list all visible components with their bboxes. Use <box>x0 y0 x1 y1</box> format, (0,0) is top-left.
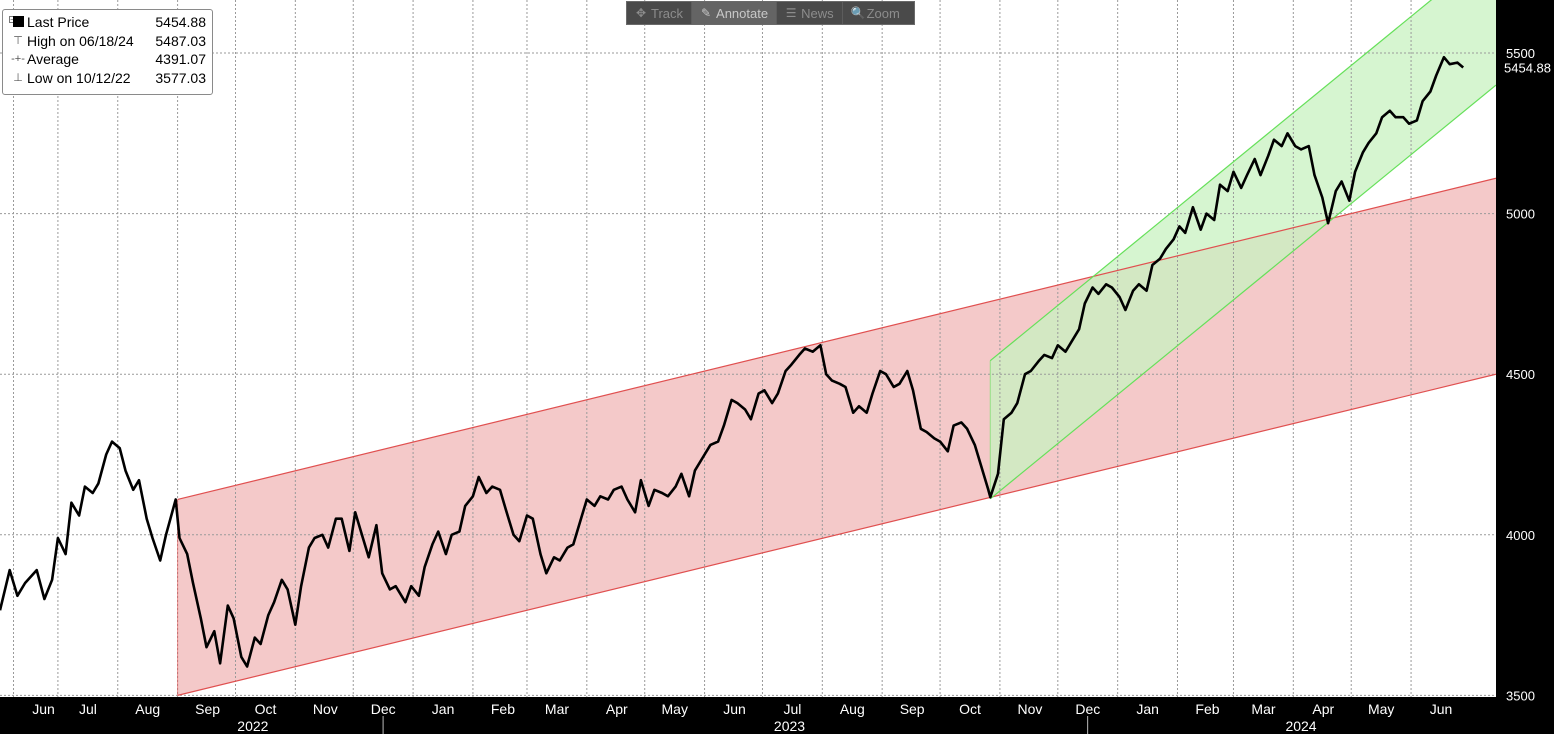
x-tick-label: Nov <box>313 701 338 717</box>
high-marker-icon: ⊤ <box>13 34 23 47</box>
x-tick-label: Aug <box>135 701 160 717</box>
legend-value: 4391.07 <box>155 51 206 68</box>
x-tick-label: Apr <box>1312 701 1334 717</box>
news-button[interactable]: ☰ News <box>777 2 843 24</box>
y-tick-label: 3500 <box>1506 688 1535 703</box>
chart-toolbar: ✥ Track ✎ Annotate ☰ News 🔍 Zoom <box>626 1 915 25</box>
y-tick-label: 5500 <box>1506 46 1535 61</box>
x-tick-label: Aug <box>840 701 865 717</box>
x-tick-label: Dec <box>1075 701 1100 717</box>
plot-layer <box>0 0 1496 697</box>
chart-legend: − Last Price 5454.88 ⊤ High on 06/18/24 … <box>2 9 213 95</box>
year-label: 2023 <box>774 718 805 734</box>
legend-label: Average <box>27 51 79 68</box>
x-tick-label: Jan <box>432 701 455 717</box>
x-tick-label: May <box>1368 701 1394 717</box>
x-tick-label: Jun <box>723 701 746 717</box>
red-channel-line <box>177 373 1496 696</box>
x-tick-label: May <box>662 701 688 717</box>
red-channel-line <box>177 177 1496 501</box>
average-marker-icon: -+- <box>11 53 25 66</box>
x-tick-label: Jan <box>1136 701 1159 717</box>
year-label: 2024 <box>1285 718 1316 734</box>
zoom-icon: 🔍 <box>850 6 866 20</box>
x-tick-label: Dec <box>371 701 396 717</box>
y-tick-label: 5000 <box>1506 207 1535 222</box>
x-tick-label: Sep <box>900 701 925 717</box>
legend-row-last-price: Last Price 5454.88 <box>9 13 206 32</box>
x-tick-label: Sep <box>195 701 220 717</box>
legend-value: 5487.03 <box>155 32 206 49</box>
x-tick-label: Mar <box>1251 701 1275 717</box>
legend-row-average: -+- Average 4391.07 <box>9 50 206 69</box>
legend-label: Low on 10/12/22 <box>27 69 131 86</box>
track-button[interactable]: ✥ Track <box>627 2 693 24</box>
news-label: News <box>801 5 834 21</box>
low-marker-icon: ⊥ <box>13 71 23 84</box>
zoom-label: Zoom <box>866 5 900 21</box>
legend-label: Last Price <box>27 14 90 31</box>
legend-row-high: ⊤ High on 06/18/24 5487.03 <box>9 32 206 51</box>
legend-value: 3577.03 <box>155 69 206 86</box>
x-tick-label: Oct <box>255 701 277 717</box>
x-tick-label: Mar <box>545 701 569 717</box>
x-tick-label: Jul <box>784 701 802 717</box>
x-tick-label: Oct <box>959 701 981 717</box>
y-tick-label: 4000 <box>1506 528 1535 543</box>
x-tick-label: Feb <box>1195 701 1219 717</box>
track-label: Track <box>651 5 684 21</box>
x-tick-label: Apr <box>606 701 628 717</box>
crosshair-icon: ✥ <box>635 6 647 20</box>
legend-label: High on 06/18/24 <box>27 32 134 49</box>
x-tick-label: Jul <box>79 701 97 717</box>
last-price-label: 5454.88 <box>1504 60 1551 75</box>
y-tick-label: 4500 <box>1506 367 1535 382</box>
green-channel-line <box>989 84 1496 500</box>
x-tick-label: Nov <box>1017 701 1042 717</box>
green-channel-line <box>989 0 1433 362</box>
zoom-button[interactable]: 🔍 Zoom <box>843 2 908 24</box>
x-tick-label: Jun <box>32 701 55 717</box>
legend-row-low: ⊥ Low on 10/12/22 3577.03 <box>9 69 206 88</box>
annotate-button[interactable]: ✎ Annotate <box>692 2 778 24</box>
price-series-line <box>0 55 1465 668</box>
x-tick-label: Feb <box>491 701 515 717</box>
legend-value: 5454.88 <box>155 14 206 31</box>
news-icon: ☰ <box>785 6 797 20</box>
year-label: 2022 <box>237 718 268 734</box>
x-tick-label: Jun <box>1430 701 1453 717</box>
annotate-label: Annotate <box>716 5 769 21</box>
pencil-icon: ✎ <box>701 6 712 20</box>
